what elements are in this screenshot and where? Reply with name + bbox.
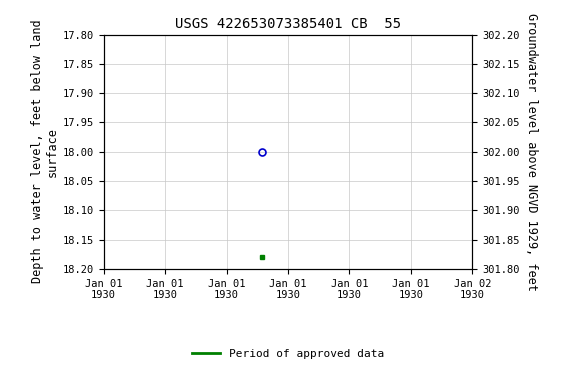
Legend: Period of approved data: Period of approved data [188,344,388,364]
Y-axis label: Depth to water level, feet below land
surface: Depth to water level, feet below land su… [31,20,59,283]
Title: USGS 422653073385401 CB  55: USGS 422653073385401 CB 55 [175,17,401,31]
Y-axis label: Groundwater level above NGVD 1929, feet: Groundwater level above NGVD 1929, feet [525,13,538,291]
